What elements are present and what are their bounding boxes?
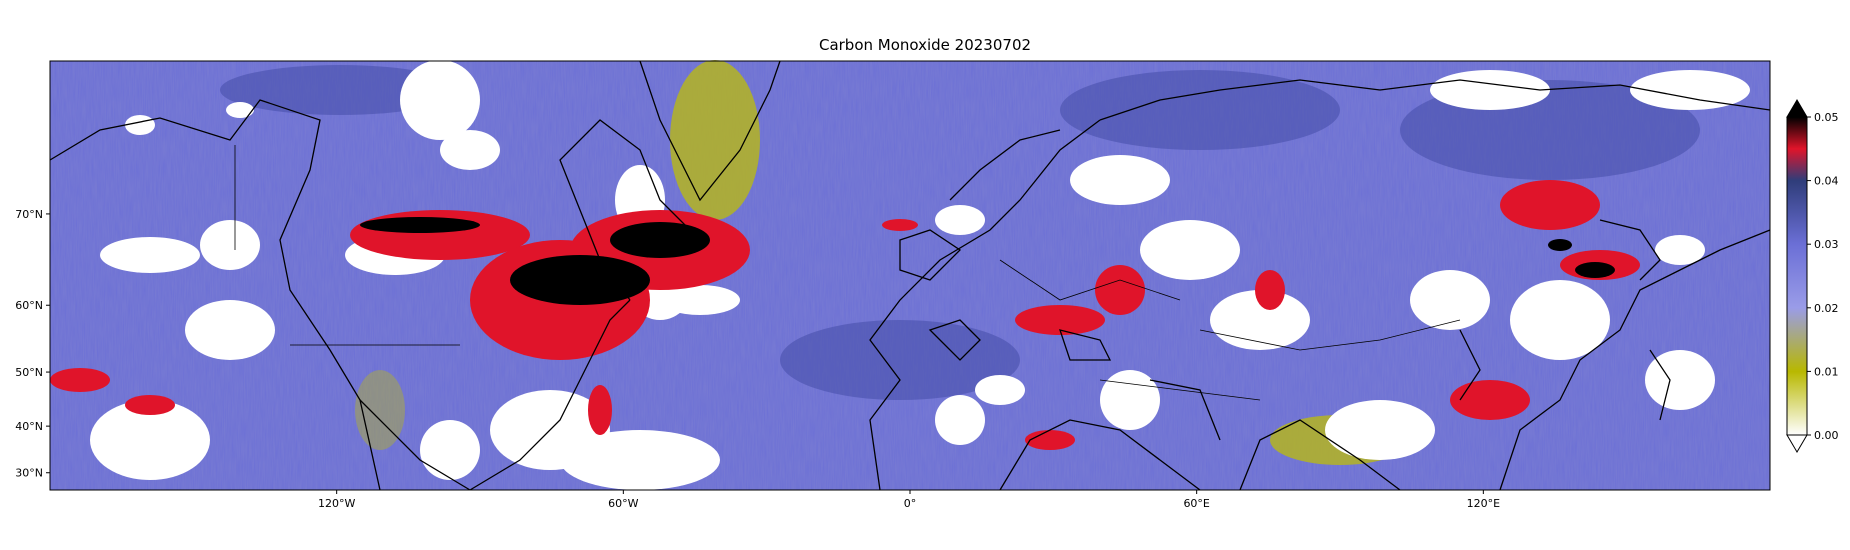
colorbar-tick-label: 0.02 (1814, 302, 1839, 315)
map-title: Carbon Monoxide 20230702 (818, 36, 1032, 54)
map-plot-area (49, 60, 1771, 491)
lat-tick-label: 40°N (15, 420, 43, 433)
lat-tick-label: 70°N (15, 208, 43, 221)
lon-tick-label: 60°W (608, 497, 638, 510)
cloud-no-data-regions (90, 60, 1750, 490)
colorbar-extend-min (1786, 434, 1808, 453)
lon-tick-label: 120°E (1467, 497, 1500, 510)
latitude-axis: 70°N 60°N 50°N 40°N 30°N (15, 208, 50, 480)
coastlines (49, 60, 1771, 491)
colorbar-tick-label: 0.04 (1814, 175, 1839, 188)
colorbar-extend-max (1786, 99, 1808, 118)
colorbar-tick-label: 0.01 (1814, 365, 1839, 378)
saturated-co-regions (360, 217, 1615, 305)
colorbar-tick-label: 0.00 (1814, 429, 1839, 442)
lat-tick-label: 60°N (15, 299, 43, 312)
colorbar-ramp (1786, 116, 1808, 436)
lon-tick-label: 120°W (318, 497, 355, 510)
colorbar-tick-label: 0.05 (1814, 111, 1839, 124)
colorbar: 0.00 0.01 0.02 0.03 0.04 0.05 (1786, 99, 1839, 453)
longitude-axis: 120°W 60°W 0° 60°E 120°E (318, 490, 1500, 510)
lon-tick-label: 60°E (1183, 497, 1209, 510)
lon-tick-label: 0° (904, 497, 917, 510)
lat-tick-label: 30°N (15, 467, 43, 480)
dark-co-regions (220, 65, 1700, 400)
colorbar-tick-label: 0.03 (1814, 238, 1839, 251)
colorbar-ticks: 0.00 0.01 0.02 0.03 0.04 0.05 (1807, 111, 1839, 442)
borders (234, 145, 1461, 401)
lat-tick-label: 50°N (15, 366, 43, 379)
